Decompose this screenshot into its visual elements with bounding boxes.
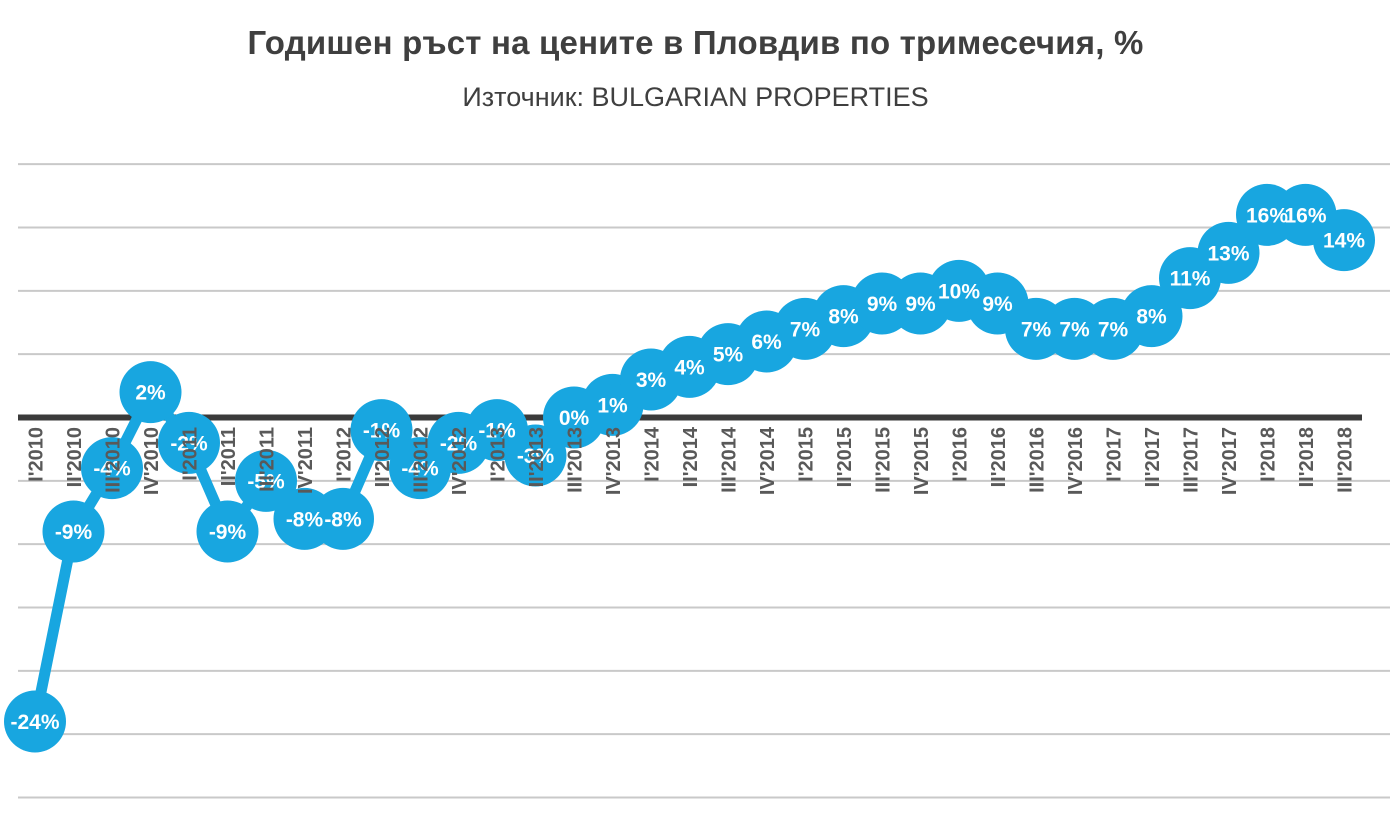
data-point-marker	[42, 500, 105, 563]
x-axis-label: IV'2013	[603, 427, 625, 495]
x-axis-label: IV'2016	[1065, 427, 1087, 495]
x-axis-label: III'2010	[103, 427, 125, 493]
data-point-label: 11%	[1170, 268, 1211, 291]
data-point-marker	[196, 500, 259, 563]
data-point-label: 16%	[1246, 204, 1288, 227]
x-axis-label: IV'2010	[141, 427, 163, 495]
x-axis-label: III'2015	[873, 427, 895, 493]
x-axis-label: IV'2012	[449, 427, 471, 495]
data-point-label: 9%	[982, 293, 1013, 316]
data-point-label: 2%	[135, 382, 166, 405]
data-point-label: -4%	[401, 458, 439, 481]
x-axis-label: III'2016	[1027, 427, 1049, 493]
x-axis-label: II'2016	[988, 427, 1010, 487]
x-axis-label: II'2014	[680, 426, 702, 487]
data-point-label: 0%	[559, 407, 590, 430]
data-point-label: -2%	[440, 432, 478, 455]
x-axis-label: I'2014	[642, 426, 664, 482]
data-point-marker	[1313, 209, 1375, 272]
data-point-label: 9%	[867, 293, 898, 316]
data-point-marker	[81, 437, 143, 500]
data-point-label: -4%	[93, 458, 131, 481]
x-axis-label: II'2015	[834, 427, 856, 487]
x-axis-label: IV'2011	[295, 427, 317, 494]
data-point-label: 8%	[828, 306, 859, 329]
x-axis-label: II'2013	[526, 427, 548, 487]
x-axis-label: I'2011	[180, 427, 202, 481]
data-point-label: -5%	[247, 470, 285, 493]
data-point-label: 1%	[597, 394, 628, 417]
x-axis-label: II'2018	[1296, 427, 1318, 487]
x-axis-label: III'2012	[411, 427, 433, 493]
chart-subtitle: Източник: BULGARIAN PROPERTIES	[462, 82, 929, 112]
data-point-marker	[119, 361, 182, 424]
x-axis-label: III'2013	[565, 427, 587, 493]
x-axis-label: I'2010	[26, 427, 48, 482]
data-point-label: -24%	[10, 711, 59, 734]
data-point-marker	[158, 411, 220, 474]
data-point-label: 7%	[1098, 318, 1129, 341]
data-point-label: 13%	[1207, 242, 1249, 265]
x-axis-label: IV'2014	[757, 426, 779, 495]
data-point-label: 14%	[1323, 230, 1365, 253]
x-axis-label: III'2011	[257, 427, 279, 492]
data-point-labels: -24%-9%-4%2%-2%-9%-5%-8% -8%-1%-4%-2%-1%-…	[10, 204, 1365, 734]
x-axis-label: II'2010	[64, 427, 86, 487]
data-point-label: -1%	[363, 420, 401, 443]
data-point-marker	[350, 399, 413, 462]
data-point-label: 7%	[1059, 318, 1090, 341]
chart-title: Годишен ръст на цените в Пловдив по трим…	[247, 24, 1144, 61]
x-axis-label: I'2018	[1258, 427, 1280, 482]
data-point-marker	[1120, 285, 1183, 348]
x-axis-label: II'2012	[372, 427, 394, 487]
data-point-marker	[504, 424, 567, 487]
x-axis-label: I'2013	[488, 427, 510, 482]
data-point-label: -9%	[55, 521, 93, 544]
data-point-label: -2%	[170, 432, 208, 455]
data-point-label: 8%	[1136, 306, 1167, 329]
data-point-marker	[1197, 221, 1260, 284]
data-point-label: -3%	[517, 445, 555, 468]
data-point-label: 3%	[636, 369, 667, 392]
data-point-label: 7%	[790, 318, 821, 341]
x-axis-label: I'2015	[796, 427, 818, 482]
data-point-label: 10%	[938, 280, 980, 303]
data-point-label: -8%	[286, 508, 324, 531]
data-point-label: 16%	[1284, 204, 1326, 227]
x-axis-label: III'2017	[1181, 427, 1203, 493]
data-point-label: 4%	[674, 356, 705, 379]
x-axis-label: I'2016	[950, 427, 972, 482]
data-point-label: 9%	[905, 293, 936, 316]
x-axis-label: IV'2015	[911, 427, 933, 495]
x-axis-label: II'2017	[1142, 427, 1164, 487]
data-point-label: 7%	[1021, 318, 1052, 341]
x-axis-label: III'2018	[1335, 427, 1357, 493]
x-axis-label: II'2011	[218, 427, 240, 486]
x-axis-label: III'2014	[719, 426, 741, 493]
data-points	[4, 183, 1375, 753]
x-axis-label: I'2017	[1104, 427, 1126, 482]
data-point-marker	[312, 487, 374, 550]
data-point-marker	[4, 690, 66, 753]
data-point-label: -1%	[478, 420, 516, 443]
x-axis-label: IV'2017	[1219, 427, 1241, 495]
data-point-label: -8%	[324, 508, 362, 531]
x-axis-labels: I'2010 II'2010 III'2010 IV'2010 I'2011 II'201…	[26, 426, 1357, 495]
data-point-marker	[235, 449, 297, 512]
x-axis-label: I'2012	[334, 427, 356, 482]
data-point-label: 5%	[713, 344, 744, 367]
data-point-label: -9%	[209, 521, 247, 544]
data-point-label: 6%	[751, 331, 782, 354]
